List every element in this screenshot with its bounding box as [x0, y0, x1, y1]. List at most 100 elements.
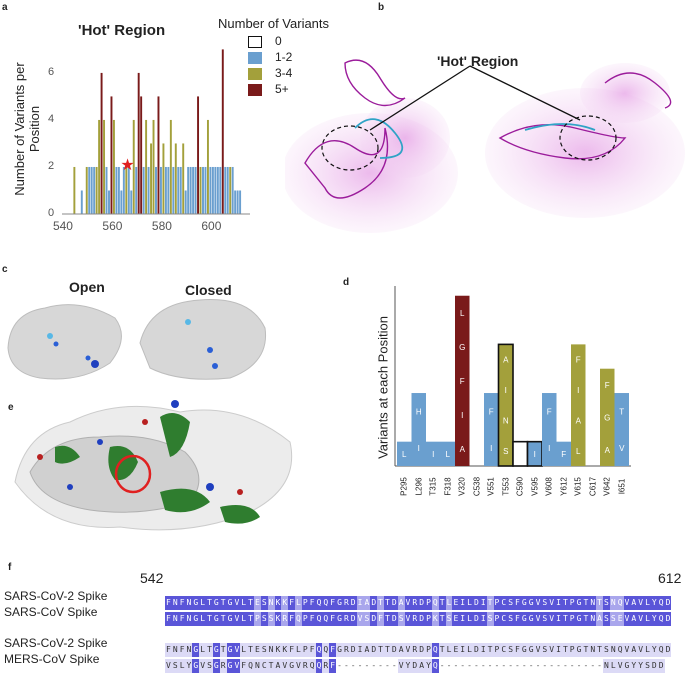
variant-letter: I [548, 444, 550, 453]
bar-position-594 [199, 166, 202, 214]
bar-position-603 [221, 49, 224, 214]
bar-P295 [397, 441, 412, 466]
variant-surface-structure [14, 400, 293, 531]
variant-letter: F [460, 377, 465, 386]
category-label: I651 [617, 478, 627, 495]
bar-position-593 [197, 96, 200, 214]
variant-letter: I [490, 444, 492, 453]
category-label: P295 [399, 477, 409, 496]
variant-letter: I [461, 411, 463, 420]
bar-position-553 [98, 119, 101, 214]
bar-position-551 [93, 166, 96, 214]
bar-position-576 [155, 166, 157, 214]
bar-position-560 [115, 166, 118, 214]
variant-letter: I [534, 450, 536, 459]
bar-position-579 [162, 143, 165, 214]
legend-title: Number of Variants [218, 16, 330, 31]
bar-position-558 [110, 96, 113, 214]
variant-letter: F [576, 356, 581, 365]
bar-position-559 [112, 119, 115, 214]
bar-position-570 [140, 96, 143, 214]
bar-V615 [571, 344, 586, 466]
bar-position-596 [204, 166, 207, 214]
variant-letter: T [619, 407, 624, 416]
bar-position-607 [231, 166, 234, 214]
panel-letter-d: d [343, 277, 350, 288]
bar-position-568 [135, 166, 138, 214]
bar-position-585 [177, 166, 180, 214]
bar-position-583 [172, 166, 175, 214]
variant-letter: A [605, 446, 611, 455]
alignment-start: 542 [140, 570, 164, 586]
variant-letter: A [576, 416, 582, 425]
category-label: V608 [544, 477, 554, 496]
variants-per-position-chart [62, 49, 250, 215]
bar-position-564 [125, 166, 128, 214]
legend-swatch [248, 36, 262, 48]
variant-letter: S [503, 447, 508, 456]
spike-structure-hot-region [285, 59, 685, 233]
bar-position-543 [73, 166, 76, 214]
bar-position-601 [216, 166, 219, 214]
variant-letter: G [604, 413, 610, 422]
bar-position-554 [100, 72, 103, 215]
bar-position-561 [117, 166, 120, 214]
closed-label: Closed [185, 282, 232, 298]
category-label: T315 [428, 477, 438, 496]
bar-position-597 [206, 119, 209, 214]
category-label: V320 [457, 477, 467, 496]
bar-T553 [497, 343, 514, 467]
bar-V642 [600, 368, 615, 466]
legend-swatch [248, 52, 262, 64]
bar-position-592 [194, 166, 197, 214]
bar-position-572 [145, 119, 148, 214]
x-tick-label: 560 [102, 219, 123, 233]
variant-letter: L [460, 309, 465, 318]
x-tick-label: 540 [52, 219, 73, 233]
bar-position-566 [130, 190, 133, 214]
bar-V608 [542, 393, 557, 466]
bar-position-610 [239, 190, 242, 214]
bar-position-549 [88, 166, 91, 214]
variant-letter: V [619, 444, 625, 453]
chart-a-ylabel: Number of Variants per Position [12, 62, 42, 196]
y-tick-label: 2 [48, 159, 55, 172]
bar-position-563 [122, 166, 125, 214]
category-label: V642 [602, 477, 612, 496]
alignment-row-name: SARS-CoV-2 Spike [4, 636, 108, 650]
variant-letter: I [577, 386, 579, 395]
y-tick-label: 0 [48, 207, 55, 219]
bar-position-548 [85, 166, 88, 214]
bar-position-587 [182, 143, 185, 214]
bar-position-586 [179, 166, 182, 214]
category-label: V551 [486, 477, 496, 496]
chart-a-title: 'Hot' Region [78, 22, 166, 39]
bar-T315 [426, 441, 441, 466]
bar-position-575 [152, 119, 155, 214]
y-tick-label: 6 [48, 65, 55, 78]
variant-letter: A [460, 445, 466, 454]
hot-region-label: 'Hot' Region [437, 53, 519, 69]
legend-label: 1-2 [275, 50, 293, 64]
x-tick-label: 580 [151, 219, 172, 233]
bar-L296 [411, 393, 426, 466]
category-label: V595 [530, 477, 540, 496]
bar-position-565 [127, 166, 130, 214]
variant-letter: L [446, 450, 451, 459]
panel-letter-a: a [2, 2, 8, 13]
bar-position-591 [192, 166, 195, 214]
bar-position-569 [137, 72, 140, 215]
open-closed-structures [7, 299, 267, 380]
bar-position-605 [226, 166, 229, 214]
bar-position-604 [224, 166, 227, 214]
bar-position-546 [80, 190, 83, 214]
bar-position-590 [189, 166, 192, 214]
alignment-row-name: MERS-CoV Spike [4, 652, 100, 666]
bar-position-595 [202, 166, 204, 214]
panel-letter-b: b [378, 2, 385, 13]
bar-position-589 [187, 166, 190, 214]
chart-d-ylabel: Variants at each Position [375, 316, 391, 459]
variant-letter: I [432, 450, 434, 459]
